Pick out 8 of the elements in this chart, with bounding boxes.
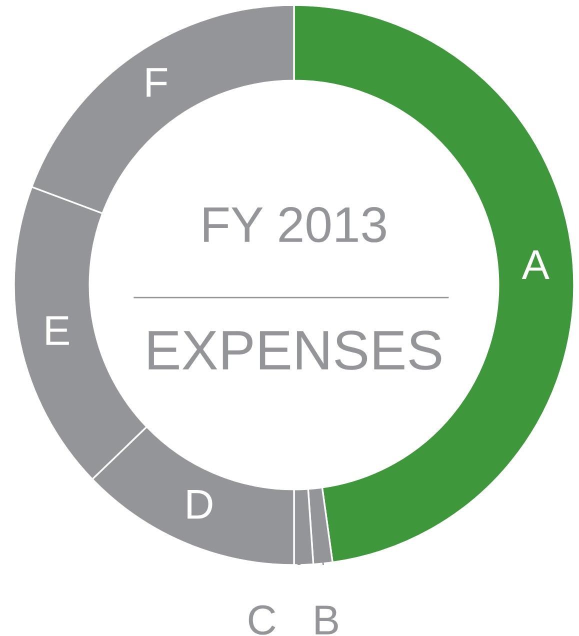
slice-label: C [248, 605, 276, 635]
slice-label: D [188, 490, 212, 519]
text: FY 2013 [204, 207, 386, 242]
slice-label: A [522, 250, 550, 280]
slice-label: B [316, 606, 338, 634]
slice-label: F [146, 68, 168, 97]
text: EXPENSES [148, 330, 442, 370]
slice-label: E [46, 316, 69, 345]
